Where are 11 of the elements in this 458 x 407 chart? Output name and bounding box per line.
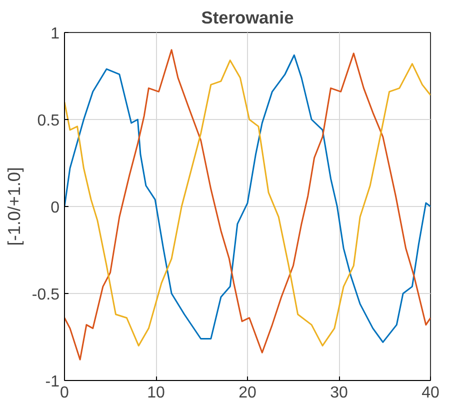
x-tick-label: 10: [147, 384, 165, 402]
y-axis-title: [-1.0/+1.0]: [4, 167, 24, 246]
x-tick-label: 40: [422, 384, 440, 402]
y-tick-label: -0.5: [32, 286, 60, 304]
x-tick-label: 20: [238, 384, 256, 402]
y-tick-label: 1: [50, 26, 60, 42]
y-tick-label: 0: [50, 200, 60, 216]
x-tick-label: 30: [330, 384, 348, 402]
y-tick-label: 0.5: [37, 112, 60, 130]
chart-title: Sterowanie: [201, 8, 294, 28]
y-tick-label: -1: [45, 374, 60, 390]
